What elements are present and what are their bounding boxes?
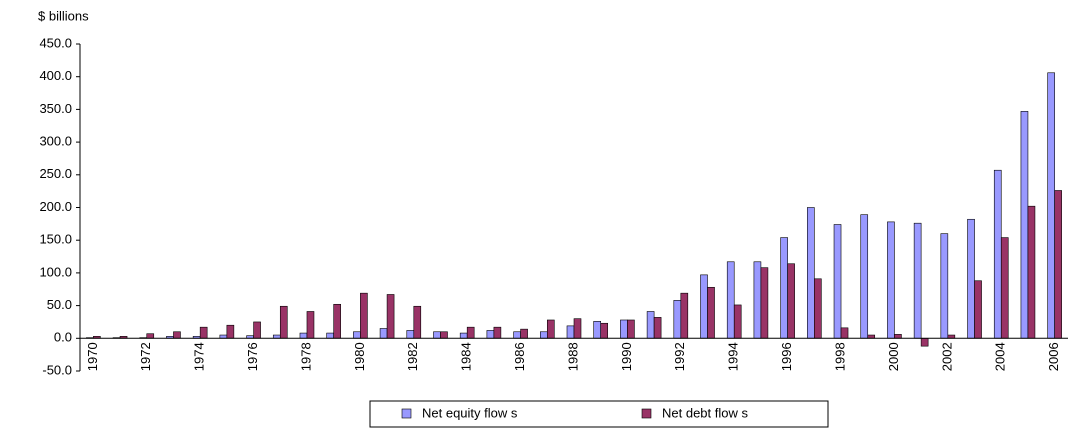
bar (814, 278, 822, 339)
legend-box (369, 400, 829, 428)
bar (513, 331, 521, 339)
bar (1047, 72, 1055, 339)
bar (967, 218, 975, 339)
bar (173, 331, 181, 339)
bar (326, 332, 334, 339)
bar (593, 320, 602, 339)
bar (833, 224, 842, 339)
bar (627, 319, 635, 339)
bar (780, 237, 788, 339)
x-tick-label: 1982 (405, 342, 420, 371)
x-tick-label: 1978 (298, 342, 313, 371)
bar (974, 280, 982, 339)
y-tick-label: 400.0 (39, 68, 72, 83)
bar (413, 305, 422, 339)
x-tick-label: 2004 (993, 342, 1008, 371)
bar (433, 331, 441, 339)
bar (360, 292, 368, 339)
bar (353, 331, 361, 339)
bar (673, 300, 682, 339)
bar (573, 318, 582, 339)
bar (807, 207, 815, 339)
legend-swatch (401, 408, 412, 419)
y-tick-label: 350.0 (39, 101, 72, 116)
bar (546, 319, 555, 339)
bar (493, 326, 502, 339)
x-tick-label: 1986 (512, 342, 527, 371)
bar (279, 305, 288, 339)
x-tick-label: 1994 (726, 342, 741, 371)
bar (299, 332, 308, 339)
x-tick-label: 2002 (939, 342, 954, 371)
legend-label: Net equity flow s (422, 405, 518, 420)
bar (620, 319, 628, 339)
x-tick-label: 1984 (459, 342, 474, 371)
bar (459, 332, 468, 339)
bar (333, 303, 341, 339)
bar (887, 221, 895, 339)
bar (1000, 237, 1009, 339)
x-tick-label: 1992 (672, 342, 687, 371)
x-tick-label: 1976 (245, 342, 260, 371)
legend-swatch (641, 408, 652, 419)
y-tick-label: 450.0 (39, 35, 72, 50)
x-tick-label: 1970 (85, 342, 100, 371)
bar (566, 325, 575, 339)
bar (753, 261, 762, 339)
bar (466, 326, 475, 339)
bar (760, 267, 769, 339)
bar (199, 326, 208, 339)
bar (379, 328, 388, 339)
bar (894, 334, 902, 339)
y-tick-label: 150.0 (39, 232, 72, 247)
x-tick-label: 1974 (192, 342, 207, 371)
bar (386, 294, 395, 339)
x-tick-label: 1990 (619, 342, 634, 371)
x-tick-label: 1980 (352, 342, 367, 371)
y-tick-label: 200.0 (39, 199, 72, 214)
bar (1020, 111, 1029, 339)
x-tick-label: 1988 (565, 342, 580, 371)
bar (306, 311, 315, 339)
bar (520, 328, 528, 339)
bar (440, 331, 448, 339)
y-tick-label: -50.0 (42, 362, 72, 377)
bar (920, 337, 929, 347)
bar (1027, 205, 1036, 339)
legend-label: Net debt flow s (662, 405, 748, 420)
y-axis-label: $ billions (38, 8, 89, 23)
y-tick-label: 300.0 (39, 134, 72, 149)
y-tick-label: 0.0 (54, 330, 72, 345)
x-tick-label: 1972 (138, 342, 153, 371)
bar (600, 322, 609, 339)
y-tick-label: 250.0 (39, 166, 72, 181)
bar (226, 324, 235, 339)
bar (726, 261, 735, 339)
bar (700, 274, 708, 339)
y-tick-label: 100.0 (39, 264, 72, 279)
x-tick-label: 1996 (779, 342, 794, 371)
bar (146, 333, 155, 339)
bar (913, 222, 922, 339)
bar (653, 317, 662, 339)
bar (539, 331, 548, 339)
bar (940, 233, 949, 339)
bar (486, 330, 495, 339)
x-tick-label: 1998 (832, 342, 847, 371)
x-tick-label: 2000 (886, 342, 901, 371)
bar (733, 304, 742, 339)
bar (787, 263, 795, 339)
bar (646, 311, 655, 339)
bar (1054, 190, 1062, 339)
bar (840, 327, 849, 339)
bar (680, 292, 689, 339)
bar (406, 330, 415, 339)
bar (860, 214, 869, 339)
bar (253, 321, 261, 339)
y-tick-label: 50.0 (47, 297, 72, 312)
bar (707, 286, 715, 339)
bar (993, 169, 1002, 339)
x-tick-label: 2006 (1046, 342, 1061, 371)
